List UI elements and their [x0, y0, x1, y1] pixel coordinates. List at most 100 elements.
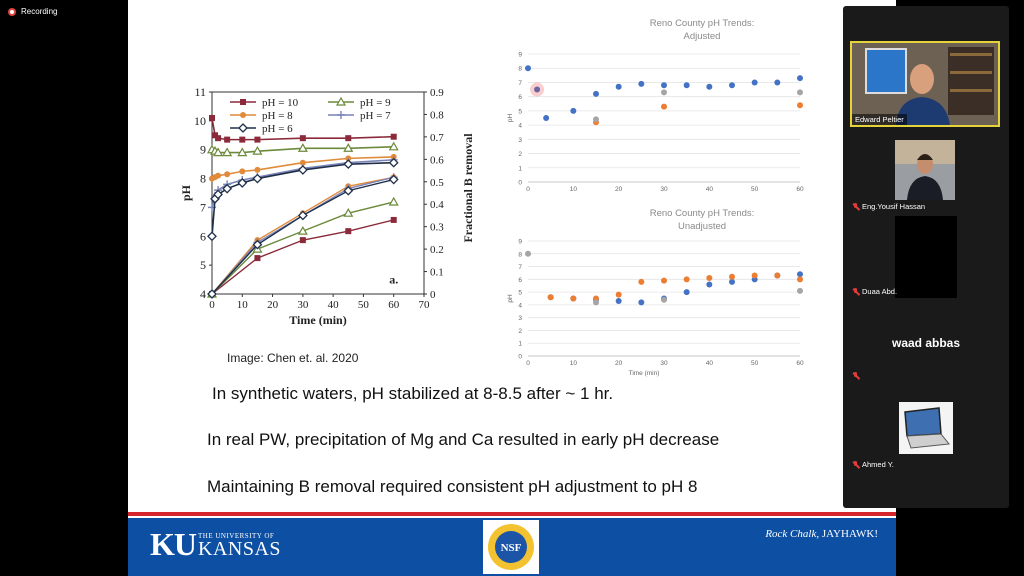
data-point — [706, 275, 713, 282]
nsf-seal-icon: NSF — [488, 524, 534, 570]
data-point — [337, 111, 345, 119]
y-axis-label: pH — [507, 294, 514, 303]
avatar — [895, 140, 955, 200]
y-tick-label: 7 — [200, 200, 206, 214]
rock-chalk-text: Rock Chalk, — [765, 528, 822, 540]
x-tick-label: 20 — [615, 360, 623, 367]
data-point — [543, 115, 550, 121]
y2-tick-label: 0.4 — [430, 199, 444, 211]
video-tile-yousif[interactable] — [895, 140, 955, 200]
data-point — [297, 210, 308, 221]
data-point — [207, 231, 217, 242]
data-point — [638, 299, 645, 306]
legend-label: pH = 7 — [360, 110, 391, 122]
data-point — [593, 116, 599, 123]
y-tick-label: 5 — [200, 258, 206, 272]
data-point — [661, 296, 667, 303]
y-tick-label: 0 — [518, 180, 522, 187]
participant-name-large[interactable]: waad abbas — [891, 336, 961, 350]
legend-label: pH = 10 — [262, 97, 299, 109]
data-point — [661, 82, 667, 89]
x-tick-label: 0 — [209, 299, 215, 311]
data-point — [254, 166, 261, 173]
y-axis-label: pH — [507, 114, 514, 123]
data-point — [661, 277, 667, 284]
y2-tick-label: 0.6 — [430, 154, 444, 166]
data-point — [388, 141, 399, 151]
data-point — [706, 281, 713, 288]
participants-panel: Edward Peltier Eng.Yousif Hassan Duaa Ab… — [843, 6, 1009, 508]
data-point — [299, 159, 306, 166]
mic-muted-icon — [853, 203, 859, 210]
y-tick-label: 8 — [518, 66, 522, 73]
x-tick-label: 60 — [796, 360, 804, 367]
bullet-2: In real PW, precipitation of Mg and Ca r… — [207, 430, 720, 449]
data-point — [729, 82, 735, 89]
data-point — [207, 289, 217, 299]
y-tick-label: 2 — [518, 328, 522, 335]
x-axis-label: Time (min) — [289, 313, 346, 327]
bullet-3: Maintaining B removal required consisten… — [207, 477, 698, 496]
series-pH-10 — [209, 114, 397, 143]
footer-red-line — [128, 512, 896, 516]
slide-footer: KU THE UNIVERSITY OF KANSAS NSF Rock Cha… — [128, 512, 896, 576]
video-tile-ahmed[interactable] — [899, 402, 953, 454]
removal-series-pH-6 — [207, 174, 399, 299]
x-axis-label: Time (min) — [629, 370, 660, 377]
data-point — [209, 114, 215, 121]
data-point — [593, 90, 599, 97]
video-tile-duaa[interactable] — [895, 216, 957, 298]
x-tick-label: 30 — [660, 186, 668, 193]
mic-muted-icon — [853, 461, 859, 468]
y-tick-label: 8 — [518, 251, 522, 258]
x-tick-label: 10 — [237, 299, 249, 311]
data-point — [215, 172, 222, 179]
image-credit: Image: Chen et. al. 2020 — [227, 351, 359, 365]
bullet-1: In synthetic waters, pH stabilized at 8-… — [212, 384, 614, 403]
footer-divider — [128, 516, 896, 518]
data-point — [661, 103, 667, 110]
y2-axis-label: Fractional B removal — [461, 133, 475, 243]
series-orange — [593, 102, 803, 126]
chart-title: Reno County pH Trends: — [650, 18, 755, 29]
x-tick-label: 10 — [570, 186, 578, 193]
y2-tick-label: 0.2 — [430, 244, 444, 256]
data-point — [534, 86, 541, 93]
data-point — [213, 147, 224, 157]
data-point — [729, 273, 735, 280]
x-tick-label: 30 — [660, 360, 668, 367]
ku-small-text: THE UNIVERSITY OF — [198, 531, 275, 540]
data-point — [638, 278, 645, 285]
data-point — [593, 299, 599, 306]
data-point — [297, 164, 308, 175]
data-point — [615, 83, 622, 90]
x-tick-label: 40 — [328, 299, 340, 311]
data-point — [222, 183, 233, 194]
recording-label: Recording — [21, 7, 58, 16]
data-point — [683, 82, 690, 89]
nsf-logo: NSF — [483, 520, 539, 574]
participant-name: Duaa Abd. — [850, 286, 900, 297]
mic-muted-icon — [853, 372, 859, 379]
y-tick-label: 9 — [518, 239, 522, 246]
participant-name: Eng.Yousif Hassan — [850, 201, 928, 212]
chart-adjusted: Reno County pH Trends: Adjusted 0 1 2 3 4 5 6 7 8 9… — [507, 18, 804, 193]
data-point — [213, 189, 223, 200]
data-point — [240, 99, 246, 105]
data-point — [252, 145, 263, 155]
participant-video-icon — [852, 43, 998, 125]
video-tile-edward[interactable]: Edward Peltier — [850, 41, 1000, 127]
data-point — [615, 298, 622, 305]
chart-subtitle: Adjusted — [684, 31, 721, 42]
data-point — [638, 80, 645, 87]
y-tick-label: 3 — [518, 315, 522, 322]
x-tick-label: 70 — [419, 299, 431, 311]
record-icon — [8, 7, 16, 16]
data-point — [222, 147, 233, 157]
participant-name: Ahmed Y. — [850, 459, 897, 470]
data-point — [240, 112, 246, 118]
data-point — [774, 79, 781, 86]
recording-indicator: Recording — [8, 7, 57, 16]
x-tick-label: 30 — [297, 299, 309, 311]
y-tick-label: 4 — [518, 123, 522, 130]
